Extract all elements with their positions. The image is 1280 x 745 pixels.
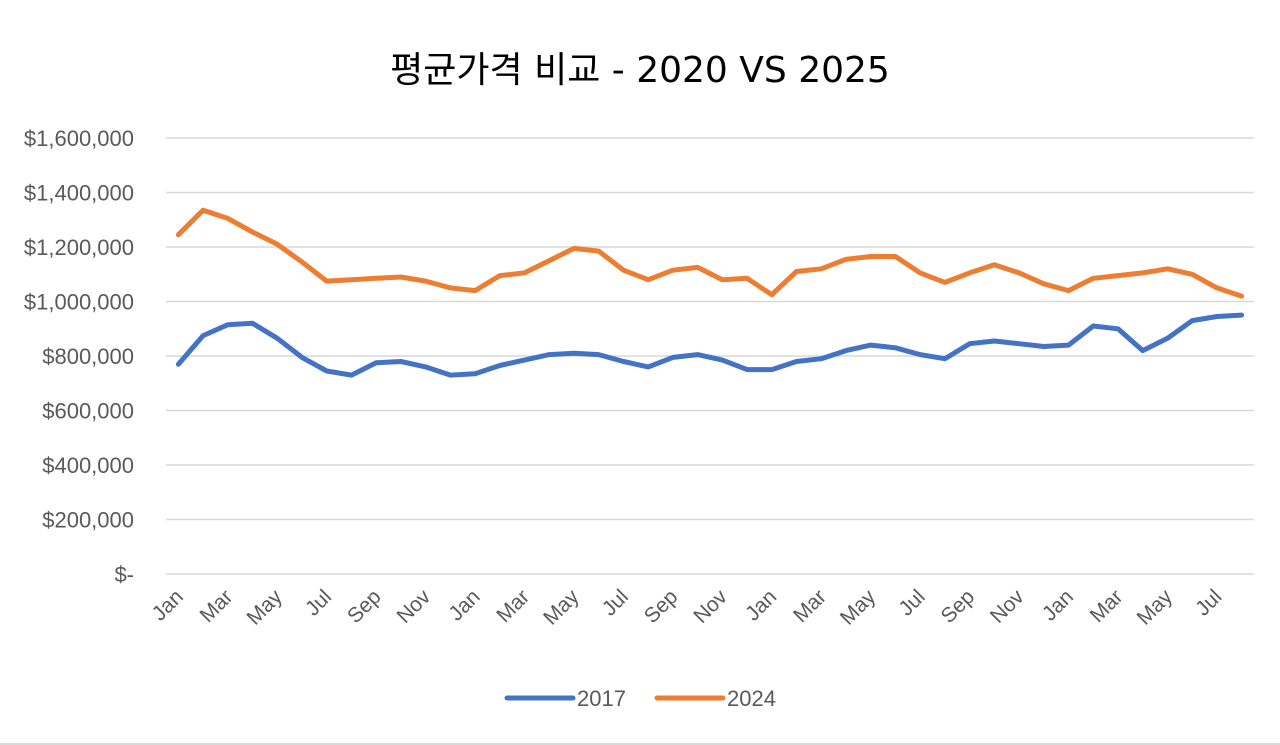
x-tick-label: Mar — [492, 585, 534, 627]
x-axis-ticks: Jan Mar May Jul Sep Nov Jan Mar May Jul Sep Nov Jan M… — [148, 585, 1227, 630]
x-tick-label: Jul — [894, 585, 929, 620]
y-tick-label: $800,000 — [42, 344, 134, 369]
x-tick-label: Jan — [444, 585, 484, 625]
x-tick-label: Nov — [689, 585, 732, 628]
y-tick-label: $- — [114, 562, 134, 587]
legend: 2017 2024 — [504, 686, 776, 711]
series-line-2024 — [175, 207, 1245, 299]
x-tick-label: Sep — [343, 585, 386, 628]
x-tick-label: Jan — [1038, 585, 1078, 625]
x-tick-label: Jul — [1191, 585, 1226, 620]
y-tick-label: $200,000 — [42, 508, 134, 533]
x-tick-label: Jan — [148, 585, 188, 625]
x-tick-label: Nov — [392, 585, 435, 628]
y-tick-label: $1,600,000 — [24, 126, 134, 151]
x-tick-label: May — [836, 585, 881, 630]
y-tick-label: $400,000 — [42, 453, 134, 478]
y-axis-ticks: $- $200,000 $400,000 $600,000 $800,000 $1,000… — [24, 126, 134, 587]
x-tick-label: Jan — [741, 585, 781, 625]
series-line-2017 — [175, 312, 1245, 378]
x-tick-label: Jul — [598, 585, 633, 620]
x-tick-label: May — [539, 585, 584, 630]
x-tick-label: Sep — [640, 585, 683, 628]
series-lines — [175, 207, 1245, 378]
x-tick-label: Sep — [936, 585, 979, 628]
y-tick-label: $600,000 — [42, 399, 134, 424]
chart-title: 평균가격 비교 - 2020 VS 2025 — [390, 50, 890, 91]
x-tick-label: May — [242, 585, 287, 630]
legend-label: 2024 — [727, 686, 776, 711]
y-tick-label: $1,200,000 — [24, 235, 134, 260]
x-tick-label: Mar — [196, 585, 238, 627]
legend-label: 2017 — [577, 686, 626, 711]
x-tick-label: May — [1133, 585, 1178, 630]
y-tick-label: $1,000,000 — [24, 290, 134, 315]
x-tick-label: Mar — [789, 585, 831, 627]
x-tick-label: Nov — [986, 585, 1029, 628]
x-tick-label: Jul — [301, 585, 336, 620]
x-tick-label: Mar — [1086, 585, 1128, 627]
y-tick-label: $1,400,000 — [24, 181, 134, 206]
